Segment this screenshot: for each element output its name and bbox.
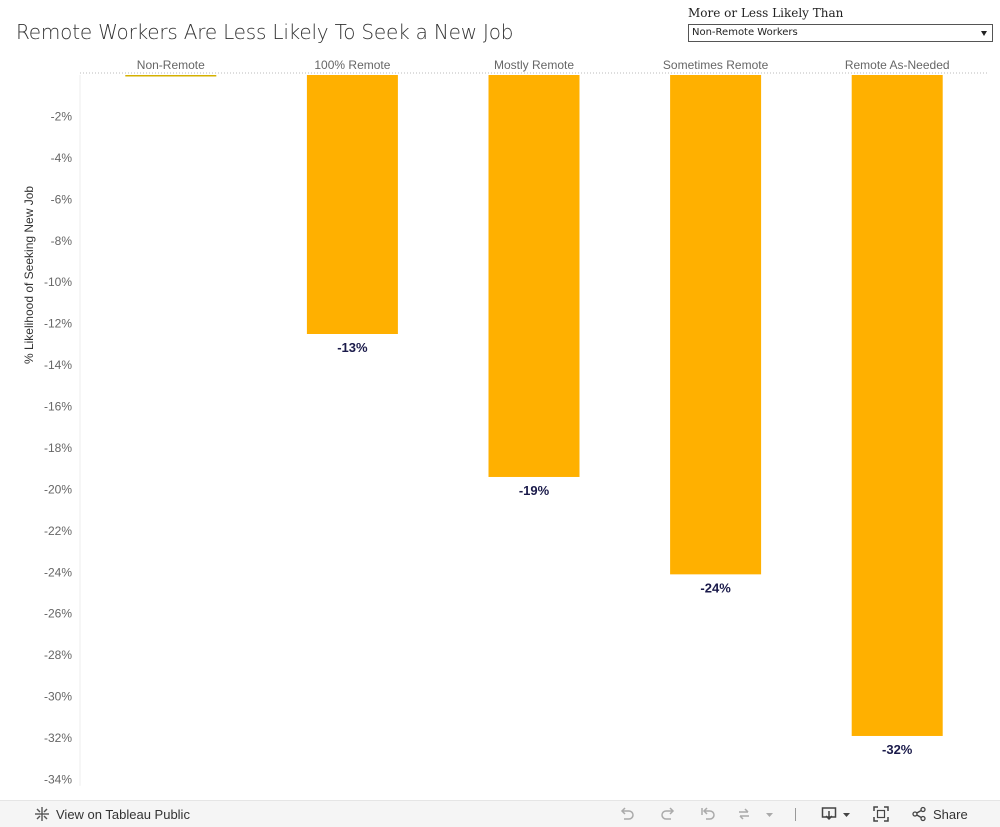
y-tick-label: -10% — [44, 275, 72, 289]
dropdown-arrow-icon[interactable] — [981, 31, 987, 36]
y-tick-label: -24% — [44, 565, 72, 579]
y-tick-label: -32% — [44, 731, 72, 745]
revert-icon[interactable] — [700, 806, 716, 822]
tableau-toolbar: View on Tableau Public Share — [0, 800, 1000, 827]
toolbar-divider — [795, 808, 796, 821]
y-tick-label: -18% — [44, 441, 72, 455]
y-tick-label: -30% — [44, 690, 72, 704]
x-category-label: Remote As-Needed — [845, 58, 950, 72]
share-button[interactable]: Share — [911, 806, 968, 822]
bar — [670, 75, 762, 575]
x-category-label: 100% Remote — [314, 58, 390, 72]
refresh-menu-chevron-icon[interactable] — [765, 811, 774, 819]
bar-data-label: -32% — [882, 742, 913, 757]
y-tick-label: -12% — [44, 317, 72, 331]
bar — [851, 75, 943, 736]
undo-icon[interactable] — [619, 806, 635, 822]
y-tick-label: -26% — [44, 607, 72, 621]
y-tick-label: -16% — [44, 400, 72, 414]
bar-data-label: -19% — [519, 483, 550, 498]
x-category-label: Mostly Remote — [494, 58, 574, 72]
y-axis-title: % Likelihood of Seeking New Job — [22, 186, 36, 364]
y-tick-label: -6% — [51, 192, 73, 206]
comparison-dropdown[interactable]: Non-Remote Workers — [688, 24, 993, 42]
y-tick-label: -2% — [51, 109, 73, 123]
y-tick-label: -20% — [44, 482, 72, 496]
x-category-label: Non-Remote — [137, 58, 205, 72]
redo-icon[interactable] — [660, 806, 676, 822]
filter-label: More or Less Likely Than — [688, 6, 844, 20]
download-icon[interactable] — [821, 806, 837, 822]
tableau-logo-icon — [35, 807, 49, 821]
bar — [488, 75, 580, 477]
y-tick-label: -8% — [51, 234, 73, 248]
share-label: Share — [933, 806, 968, 822]
refresh-icon[interactable] — [736, 806, 752, 822]
y-tick-label: -34% — [44, 772, 72, 786]
y-tick-label: -22% — [44, 524, 72, 538]
bar — [125, 75, 217, 77]
bar-chart: -2% -4% -6% -8% -10% -12% -14% -16% -18% -20% -22%… — [22, 58, 988, 786]
view-on-tableau-label: View on Tableau Public — [56, 806, 190, 822]
download-menu-chevron-icon[interactable] — [842, 811, 851, 819]
bar-data-label: -13% — [337, 340, 368, 355]
y-tick-label: -28% — [44, 648, 72, 662]
view-on-tableau-link[interactable]: View on Tableau Public — [34, 806, 190, 822]
bar — [306, 75, 398, 334]
share-icon — [912, 806, 926, 822]
y-tick-label: -14% — [44, 358, 72, 372]
x-category-label: Sometimes Remote — [663, 58, 769, 72]
dropdown-value: Non-Remote Workers — [692, 27, 798, 38]
y-tick-label: -4% — [51, 151, 73, 165]
chart-title: Remote Workers Are Less Likely To Seek a… — [16, 20, 514, 44]
bar-data-label: -24% — [700, 580, 731, 595]
fullscreen-icon[interactable] — [873, 806, 889, 822]
